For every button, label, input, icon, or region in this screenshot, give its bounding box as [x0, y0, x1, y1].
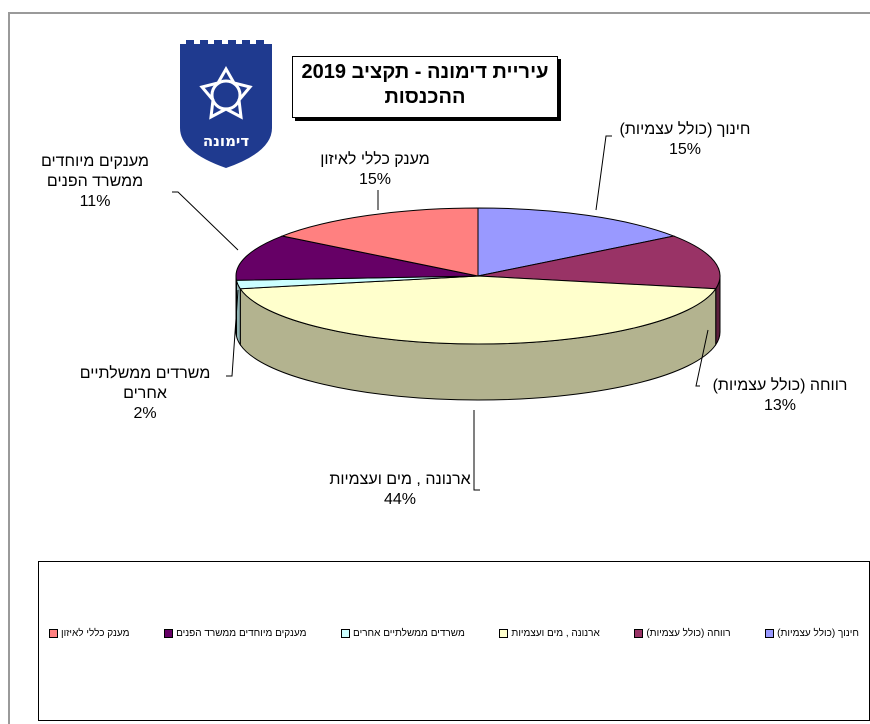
- legend-item-special-grants: מענקים מיוחדים ממשרד הפנים: [164, 628, 306, 639]
- data-label-general-grant: מענק כללי לאיזון 15%: [320, 151, 430, 188]
- pie-slice-welfare: [477, 235, 721, 290]
- data-label-education: חינוך (כולל עצמיות) 15%: [619, 121, 751, 158]
- pie-slice-property-tax: [239, 275, 717, 345]
- municipality-logo: דימונה: [180, 40, 272, 168]
- legend-row: חינוך (כולל עצמיות) רווחה (כולל עצמיות) …: [39, 628, 869, 639]
- chart-title-line2: ההכנסות: [384, 86, 466, 108]
- pie-slice-special-grants: [235, 235, 479, 281]
- legend-item-welfare: רווחה (כולל עצמיות): [634, 628, 731, 639]
- legend-swatch: [499, 629, 509, 638]
- legend-item-general-grant: מענק כללי לאיזון: [49, 628, 130, 639]
- legend-swatch: [634, 629, 644, 638]
- pie-slice-general-grant: [280, 207, 479, 277]
- logo-text: דימונה: [203, 132, 250, 150]
- pie-slices: [235, 207, 721, 345]
- legend-item-education: חינוך (כולל עצמיות): [765, 628, 859, 639]
- leader-lines: [172, 135, 709, 491]
- legend-swatch: [341, 629, 351, 638]
- data-label-welfare: רווחה (כולל עצמיות) 13%: [712, 377, 848, 414]
- leader-line-education: [595, 135, 612, 211]
- leader-line-special-grants: [172, 191, 239, 251]
- leader-line-welfare: [695, 329, 709, 387]
- pie-slice-education: [477, 207, 676, 277]
- legend-swatch: [164, 629, 174, 638]
- legend-item-other-ministries: משרדים ממשלתיים אחרים: [341, 628, 465, 639]
- leader-line-property-tax: [473, 410, 480, 491]
- data-label-other-ministries: משרדים ממשלתיים אחרים 2%: [79, 365, 211, 422]
- data-label-property-tax: ארנונה , מים ועצמיות 44%: [329, 471, 471, 508]
- legend-swatch: [49, 629, 58, 638]
- chart-title-line1: עיריית דימונה - תקציב 2019: [301, 61, 549, 83]
- chart-title: עיריית דימונה - תקציב 2019 ההכנסות: [292, 56, 558, 118]
- legend: חינוך (כולל עצמיות) רווחה (כולל עצמיות) …: [38, 561, 870, 721]
- legend-item-property-tax: ארנונה , מים ועצמיות: [499, 628, 600, 639]
- chart-frame: [8, 12, 870, 724]
- leader-line-other-ministries: [226, 289, 239, 377]
- data-label-special-grants: מענקים מיוחדים ממשרד הפנים 11%: [40, 153, 149, 210]
- pie-side-other-ministries: [235, 280, 241, 347]
- legend-swatch: [765, 629, 775, 638]
